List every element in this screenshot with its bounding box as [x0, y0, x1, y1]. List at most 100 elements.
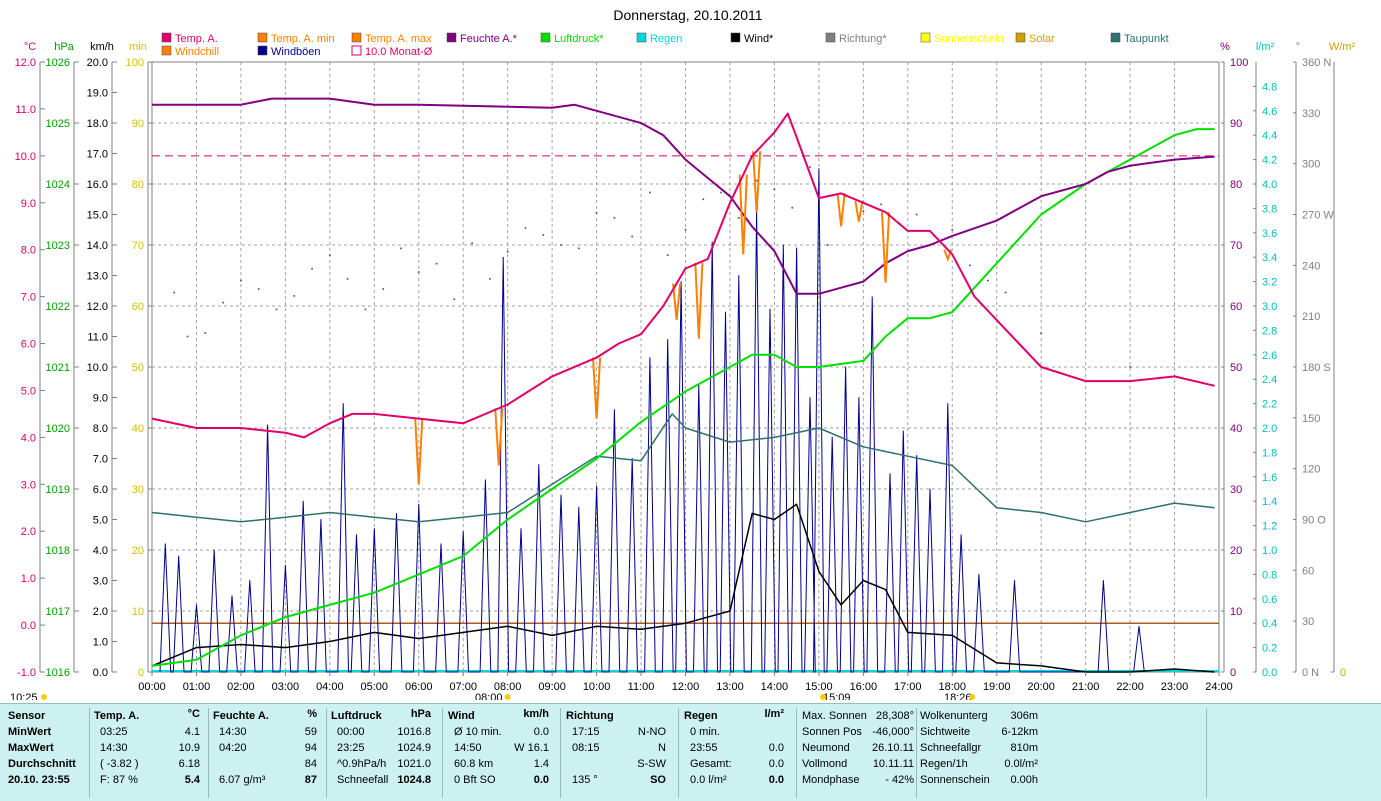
stats-direction: Richtung 17:15 N-NO 08:15 N S-SW 135 ° SO: [566, 708, 670, 798]
direction-point: [488, 277, 491, 280]
rain-row: 0 min.: [684, 724, 788, 740]
astro-row: Max. Sonnen 28,308°: [802, 708, 914, 724]
left-tick-2-9: 11.0: [87, 332, 108, 344]
direction-point: [293, 294, 296, 297]
temp-min-drop-1: [494, 408, 504, 466]
left-tick-2-12: 8.0: [93, 423, 108, 435]
right-tick-0-0: 100: [1230, 57, 1248, 69]
right-tick-0-6: 40: [1230, 423, 1242, 435]
legend-swatch-9: [1015, 32, 1026, 43]
direction-point: [311, 267, 314, 270]
x-tick-5: 05:00: [361, 681, 389, 693]
left-tick-1-10: 1016: [46, 667, 70, 679]
humid-row: 04:20 94: [213, 740, 321, 756]
direction-point: [417, 271, 420, 274]
humid-row: 6.07 g/m³ 87: [213, 772, 321, 788]
pressure-series: [151, 128, 1215, 667]
x-tick-4: 04:00: [316, 681, 344, 693]
direction-point: [204, 332, 207, 335]
left-tick-2-8: 12.0: [87, 301, 108, 313]
wind-unit: km/h: [523, 708, 549, 720]
right-tick-0-4: 60: [1230, 301, 1242, 313]
humid-row-value: 87: [304, 774, 317, 786]
direction-point: [471, 242, 474, 245]
direction-point: [862, 210, 865, 213]
legend-label-6: Wind*: [744, 33, 774, 45]
cloud-row: Sonnenschein 0.00h: [920, 772, 1038, 788]
right-tick-1-15: 1.8: [1262, 447, 1277, 459]
temp-row-value: 10.9: [178, 742, 200, 754]
cloud-row-label: Sonnenschein: [920, 774, 990, 786]
gust-series: [159, 168, 1145, 673]
cloud-row-label: Regen/1h: [920, 758, 968, 770]
left-tick-0-10: 2.0: [21, 526, 36, 538]
dir-row: 17:15 N-NO: [566, 724, 670, 740]
stats-pressure: Luftdruck hPa 00:00 1016.8 23:25 1024.9 ^0.9hP…: [331, 708, 435, 798]
astro-row-label: Sonnen Pos: [802, 726, 862, 738]
x-tick-13: 13:00: [716, 681, 744, 693]
legend-swatch-0: [161, 32, 172, 43]
left-tick-0-2: 10.0: [15, 151, 36, 163]
right-tick-2-12: 0 N: [1302, 667, 1319, 679]
wind-row-value: W 16.1: [514, 742, 549, 754]
legend-label-3: Feuchte A.*: [460, 33, 518, 45]
left-tick-0-8: 4.0: [21, 432, 36, 444]
temp-row-value: 4.1: [184, 726, 200, 738]
x-tick-1: 01:00: [183, 681, 211, 693]
humid-row: 84: [213, 756, 321, 772]
press-row: 00:00 1016.8: [331, 724, 435, 740]
right-tick-1-17: 1.4: [1262, 496, 1277, 508]
x-axis: 00:00 01:00 02:00 03:00 04:00 05:00 06:00 07:00…: [10, 672, 1233, 700]
cloud-row-value: 810m: [1010, 742, 1038, 754]
dir-row-value: N-NO: [637, 726, 666, 738]
dir-row-label: 135 °: [572, 774, 598, 786]
left-tick-0-5: 7.0: [21, 292, 36, 304]
legend-label-8: Sonnenschein: [934, 33, 1004, 45]
left-tick-3-5: 50: [132, 362, 144, 374]
legend-label-9: Solar: [1029, 33, 1055, 45]
left-tick-2-7: 13.0: [87, 271, 108, 283]
stats-humidity: Feuchte A.% 14:30 59 04:20 94 84 6.07 g/m³ 87: [213, 708, 321, 798]
direction-point: [173, 291, 176, 294]
x-tick-19: 19:00: [983, 681, 1011, 693]
direction-point: [969, 264, 972, 267]
astro-row-label: Mondphase: [802, 774, 860, 786]
right-tick-1-4: 4.0: [1262, 179, 1277, 191]
wind-row-value: 0.0: [533, 726, 549, 738]
right-tick-1-23: 0.2: [1262, 643, 1277, 655]
legend-swatch-5: [636, 32, 647, 43]
astro-row-label: Max. Sonnen: [802, 710, 867, 722]
press-row-value: 1024.8: [397, 774, 431, 786]
cloud-row-label: Schneefallgr: [920, 742, 982, 754]
right-tick-1-5: 3.8: [1262, 203, 1277, 215]
wind-row-label: 0 Bft SO: [454, 774, 496, 786]
right-tick-1-14: 2.0: [1262, 423, 1277, 435]
right-axis-unit-0: %: [1220, 41, 1230, 53]
left-tick-0-12: 0.0: [21, 620, 36, 632]
left-tick-1-7: 1019: [46, 484, 70, 496]
left-tick-2-6: 14.0: [87, 240, 108, 252]
sun-dot-1: [504, 694, 511, 700]
right-tick-2-4: 240: [1302, 260, 1320, 272]
rain-row: Gesamt: 0.0: [684, 756, 788, 772]
left-axis-unit-0: °C: [24, 41, 36, 53]
dir-row: 08:15 N: [566, 740, 670, 756]
x-tick-18: 18:00: [938, 681, 966, 693]
left-tick-2-15: 5.0: [93, 515, 108, 527]
rain-row-label: 0 min.: [690, 726, 720, 738]
left-tick-3-8: 20: [132, 545, 144, 557]
right-tick-2-2: 300: [1302, 159, 1320, 171]
humid-header: Feuchte A.: [213, 710, 269, 722]
right-tick-1-10: 2.8: [1262, 325, 1277, 337]
left-tick-2-0: 20.0: [87, 57, 108, 69]
sun-dot-3: [969, 694, 975, 700]
legend-swatch-6: [730, 32, 741, 43]
x-tick-16: 16:00: [850, 681, 878, 693]
direction-point: [346, 277, 349, 280]
press-header: Luftdruck: [331, 710, 382, 722]
x-tick-0: 00:00: [138, 681, 166, 693]
legend-swatch-3: [446, 32, 457, 43]
left-tick-2-1: 19.0: [87, 88, 108, 100]
direction-point: [684, 228, 687, 231]
x-tick-7: 07:00: [449, 681, 477, 693]
